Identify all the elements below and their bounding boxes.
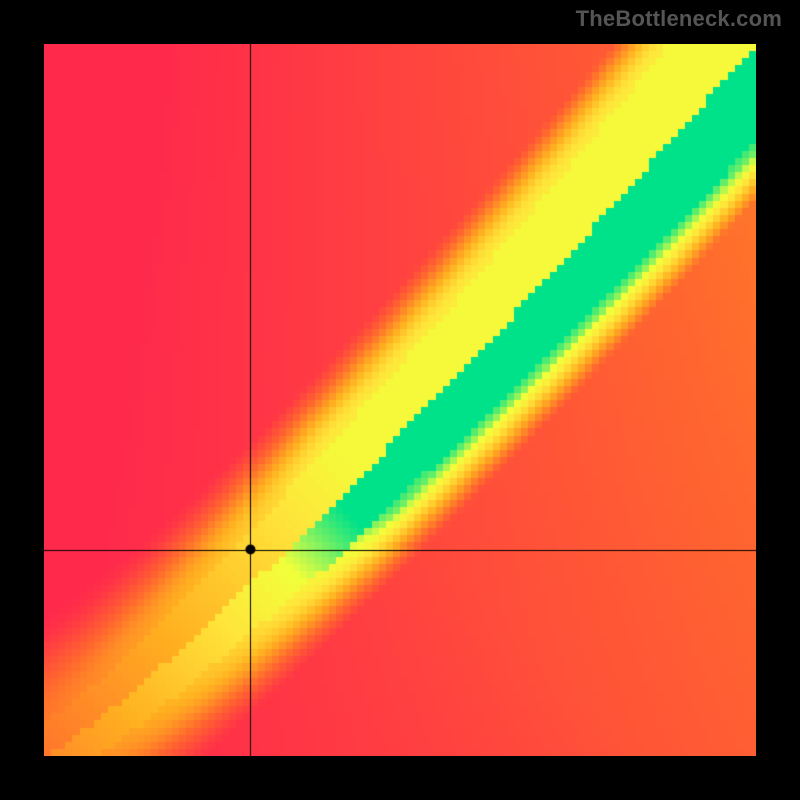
chart-container: TheBottleneck.com	[0, 0, 800, 800]
bottleneck-heatmap	[44, 44, 756, 756]
source-watermark: TheBottleneck.com	[576, 6, 782, 32]
